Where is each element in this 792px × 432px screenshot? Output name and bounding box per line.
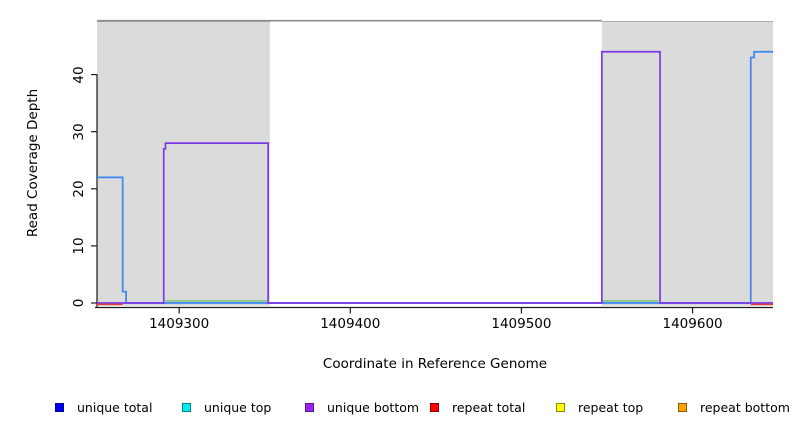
x-tick-label: 1409300 — [149, 316, 210, 332]
x-tick-label: 1409400 — [320, 316, 381, 332]
x-tick-label: 1409500 — [491, 316, 552, 332]
x-axis-title: Coordinate in Reference Genome — [322, 356, 548, 372]
shaded-region — [601, 21, 773, 306]
y-tick-label: 20 — [71, 180, 87, 198]
x-tick-label: 1409600 — [662, 316, 723, 332]
y-tick-label: 30 — [71, 123, 87, 141]
y-tick-label: 10 — [71, 237, 87, 255]
y-axis-title: Read Coverage Depth — [25, 88, 41, 238]
y-tick-label: 40 — [71, 66, 87, 84]
shaded-region — [97, 21, 270, 306]
y-tick-label: 0 — [71, 298, 87, 308]
coverage-line — [97, 50, 773, 304]
